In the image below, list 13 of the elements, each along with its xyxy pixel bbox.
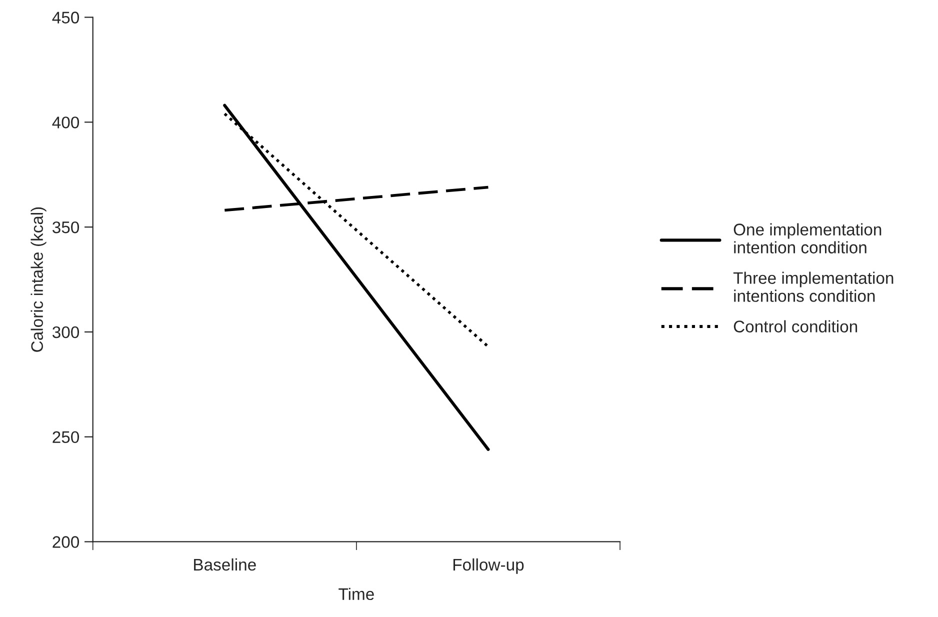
y-tick-label: 450 (52, 12, 80, 24)
y-tick-label: 350 (52, 221, 80, 234)
y-tick-label: 400 (52, 116, 80, 128)
x-axis-title: Time (338, 588, 374, 600)
y-tick-label: 200 (52, 536, 80, 548)
legend-label: Control condition (734, 320, 858, 332)
y-tick-label: 300 (52, 326, 80, 338)
y-axis-title: Caloric intake (kcal) (30, 207, 46, 352)
x-tick-label: Baseline (194, 558, 256, 571)
y-tick-label: 250 (52, 431, 80, 444)
legend-label: Three implementation intentions condition (733, 272, 894, 302)
legend-label: One implementation intention condition (734, 223, 882, 254)
x-tick-label: Follow-up (453, 558, 524, 574)
